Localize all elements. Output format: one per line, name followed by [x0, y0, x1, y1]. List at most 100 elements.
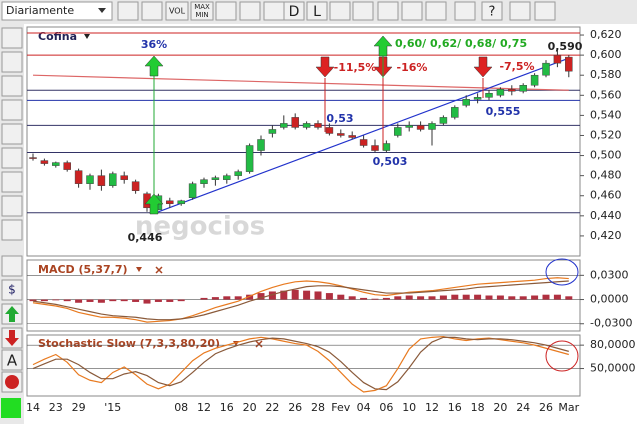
- tool-button[interactable]: [1, 195, 23, 217]
- candle-body: [52, 162, 60, 166]
- y-tick-label: 0,560: [590, 88, 622, 101]
- print-button[interactable]: [454, 1, 476, 21]
- highlight-circle: [545, 340, 579, 372]
- candle-body: [109, 173, 117, 186]
- color-swatch[interactable]: [1, 398, 21, 418]
- x-tick-label: 16: [220, 401, 234, 414]
- candle-body: [565, 56, 573, 72]
- zoom-out[interactable]: [425, 1, 447, 21]
- histogram-bar: [246, 294, 254, 300]
- x-tick-label: 24: [516, 401, 530, 414]
- x-tick-label: Fev: [331, 401, 350, 414]
- y-tick-label: 0,620: [590, 28, 622, 41]
- tool-button[interactable]: [352, 1, 374, 21]
- candle-body: [234, 171, 242, 176]
- y-tick-label: 0,0300: [590, 268, 629, 281]
- arrow-icon: [315, 56, 335, 78]
- histogram-bar: [405, 295, 413, 300]
- button-label: L: [313, 4, 321, 20]
- maxmin-button[interactable]: [190, 1, 214, 21]
- delete-icon: [5, 375, 19, 389]
- close-icon[interactable]: [155, 266, 163, 274]
- candle-body: [200, 179, 208, 184]
- candle-body: [371, 145, 379, 151]
- histogram-bar: [234, 296, 242, 300]
- tool-button[interactable]: [509, 1, 531, 21]
- tool-button[interactable]: [1, 51, 23, 73]
- annotation: 36%: [141, 38, 167, 51]
- x-tick-label: Mar: [558, 401, 579, 414]
- histogram-bar: [200, 297, 208, 300]
- candle-body: [40, 160, 49, 164]
- tool-button[interactable]: [1, 99, 23, 121]
- candle-body: [211, 177, 220, 180]
- tool-button[interactable]: [239, 1, 261, 21]
- candle-body: [428, 123, 436, 130]
- tool-button[interactable]: [117, 1, 139, 21]
- indicator-line: [32, 277, 569, 323]
- histogram-bar: [86, 299, 94, 302]
- price-panel: [26, 26, 581, 257]
- annotation: -7,5%: [499, 60, 534, 73]
- arrow-icon: [373, 35, 393, 57]
- tool-button[interactable]: [1, 171, 23, 193]
- period-select[interactable]: [1, 1, 113, 21]
- histogram-bar: [337, 294, 345, 300]
- y-tick-label: 0,520: [590, 128, 622, 141]
- y-tick-label: -0,0300: [590, 317, 632, 330]
- close-icon[interactable]: [255, 340, 263, 348]
- help-button[interactable]: [481, 1, 503, 21]
- x-tick-label: 06: [379, 401, 393, 414]
- annotation: 0,60/ 0,62/ 0,68/ 0,75: [395, 37, 527, 50]
- x-tick-label: 29: [72, 401, 86, 414]
- candle-body: [86, 175, 94, 184]
- tool-button[interactable]: [329, 1, 351, 21]
- x-tick-label: 28: [311, 401, 325, 414]
- tool-button[interactable]: [215, 1, 237, 21]
- histogram-bar: [97, 299, 105, 303]
- y-tick-label: 0,440: [590, 209, 622, 222]
- tool-button[interactable]: [1, 27, 23, 49]
- histogram-bar: [325, 293, 333, 300]
- candle-body: [268, 129, 277, 134]
- x-tick-label: 23: [49, 401, 63, 414]
- chart-title: Cofina: [38, 30, 77, 43]
- candle-body: [553, 54, 562, 64]
- histogram-bar: [303, 290, 311, 300]
- tool-button[interactable]: [1, 147, 23, 169]
- x-tick-label: 14: [26, 401, 40, 414]
- y-tick-label: 0,420: [590, 229, 622, 242]
- histogram-bar: [257, 293, 265, 300]
- candle-body: [473, 97, 482, 100]
- y-tick-label: 0,580: [590, 68, 622, 81]
- x-tick-label: 16: [448, 401, 462, 414]
- tool-button[interactable]: [534, 1, 556, 21]
- histogram-bar: [40, 299, 48, 302]
- zoom-in[interactable]: [401, 1, 423, 21]
- l-button[interactable]: [306, 1, 328, 21]
- currency-button[interactable]: [1, 279, 23, 301]
- histogram-bar: [63, 299, 71, 302]
- y-tick-label: 0,0000: [590, 293, 629, 306]
- vol-button[interactable]: [165, 1, 189, 21]
- histogram-bar: [519, 296, 527, 300]
- tool-button[interactable]: [263, 1, 285, 21]
- tool-button[interactable]: [141, 1, 163, 21]
- candle-body: [257, 139, 265, 151]
- candle-body: [280, 123, 288, 128]
- x-tick-label: '15: [104, 401, 121, 414]
- tool-button[interactable]: [1, 75, 23, 97]
- tool-button[interactable]: [1, 255, 23, 277]
- tool-button[interactable]: [377, 1, 399, 21]
- annotation: -11,5%: [334, 61, 377, 74]
- d-button[interactable]: [283, 1, 305, 21]
- text-button[interactable]: [1, 349, 23, 371]
- candle-body: [394, 127, 402, 136]
- x-tick-label: 10: [402, 401, 416, 414]
- annotation: 0,503: [373, 155, 408, 168]
- tool-button[interactable]: [1, 219, 23, 241]
- tool-button[interactable]: [1, 123, 23, 145]
- button-label: D: [289, 4, 300, 20]
- up-arrow-icon: [5, 306, 19, 322]
- histogram-bar: [360, 297, 368, 300]
